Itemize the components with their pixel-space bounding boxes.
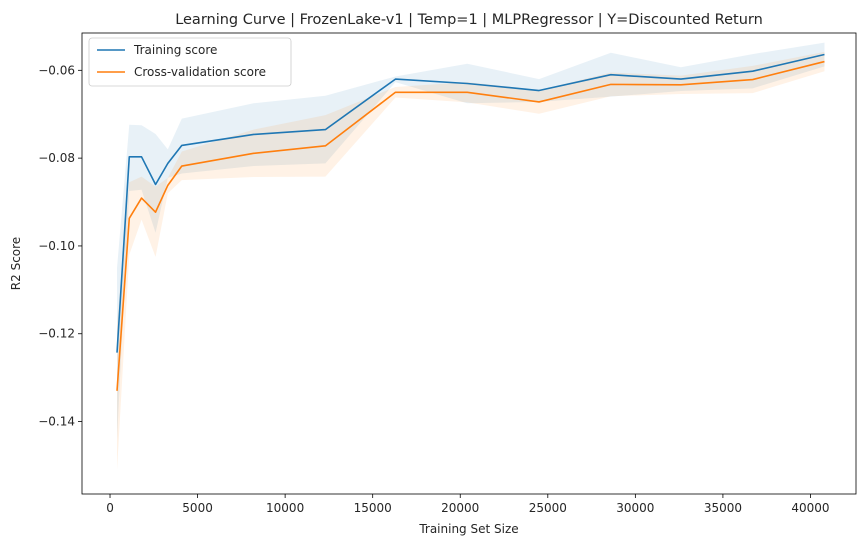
- line-series-1: [116, 60, 825, 391]
- legend-label: Cross-validation score: [134, 65, 266, 79]
- y-axis: −0.14 −0.12 −0.10 −0.08 −0.06: [38, 63, 82, 429]
- y-tick-label: −0.14: [38, 415, 75, 429]
- series-lines: [116, 53, 825, 391]
- plot-frame: [81, 32, 857, 495]
- x-tick-label: 5000: [182, 501, 213, 515]
- band-series-0: [117, 42, 825, 440]
- y-tick-label: −0.10: [38, 239, 75, 253]
- x-tick-label: 35000: [704, 501, 742, 515]
- band-series-1: [117, 51, 825, 470]
- legend-label: Training score: [133, 43, 217, 57]
- x-tick-label: 20000: [441, 501, 479, 515]
- confidence-bands: [117, 42, 825, 470]
- y-axis-label: R2 Score: [9, 237, 23, 290]
- x-tick-label: 15000: [354, 501, 392, 515]
- x-tick-label: 25000: [529, 501, 567, 515]
- x-tick-label: 30000: [616, 501, 654, 515]
- legend-box: [88, 37, 292, 87]
- y-tick-label: −0.12: [38, 327, 75, 341]
- y-tick-label: −0.08: [38, 151, 75, 165]
- y-tick-label: −0.06: [38, 63, 75, 77]
- legend: Training score Cross-validation score: [88, 37, 292, 87]
- x-axis-label: Training Set Size: [418, 522, 518, 536]
- x-tick-label: 0: [106, 501, 114, 515]
- x-tick-label: 40000: [791, 501, 829, 515]
- chart-title: Learning Curve | FrozenLake-v1 | Temp=1 …: [175, 12, 763, 28]
- line-series-0: [116, 53, 825, 353]
- x-axis: 0 5000 10000 15000 20000 25000 30000 35000 40000: [106, 494, 830, 515]
- x-tick-label: 10000: [266, 501, 304, 515]
